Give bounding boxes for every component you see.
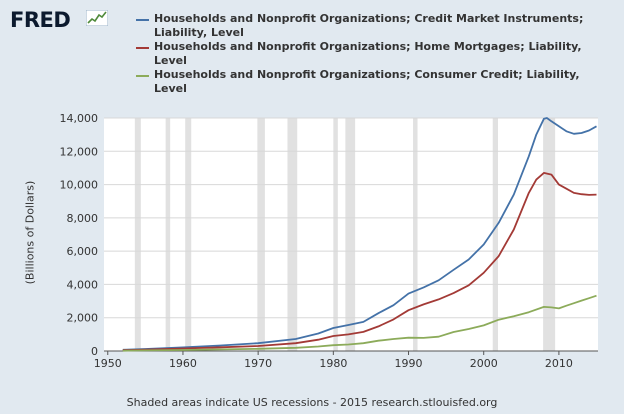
legend-item-credit-market: Households and Nonprofit Organizations; … xyxy=(136,12,606,39)
y-tick-label: 4,000 xyxy=(67,278,99,291)
series-line-consumer-credit xyxy=(122,294,597,352)
y-tick-label: 10,000 xyxy=(60,179,99,192)
recession-footnote: Shaded areas indicate US recessions - 20… xyxy=(126,396,498,409)
legend-item-consumer-credit: Households and Nonprofit Organizations; … xyxy=(136,68,606,95)
x-tick-label: 2000 xyxy=(470,357,498,370)
x-tick-label: 1960 xyxy=(169,357,197,370)
legend-label-consumer-credit: Households and Nonprofit Organizations; … xyxy=(154,68,580,95)
chart-legend: Households and Nonprofit Organizations; … xyxy=(136,12,606,96)
series-line-credit-market xyxy=(122,117,597,351)
x-tick-label: 1970 xyxy=(244,357,272,370)
fred-graph-icon xyxy=(86,10,108,26)
y-tick-label: 8,000 xyxy=(67,212,99,225)
x-tick-label: 1990 xyxy=(395,357,423,370)
recession-band xyxy=(345,118,356,351)
legend-label-credit-market: Households and Nonprofit Organizations; … xyxy=(154,12,584,39)
recession-band xyxy=(492,118,498,351)
legend-label-home-mortgages: Households and Nonprofit Organizations; … xyxy=(154,40,582,67)
recession-band xyxy=(134,118,141,351)
x-tick-label: 1980 xyxy=(319,357,347,370)
x-tick-label: 1950 xyxy=(94,357,122,370)
recession-band xyxy=(287,118,298,351)
y-tick-label: 6,000 xyxy=(67,245,99,258)
recession-band xyxy=(413,118,418,351)
recession-band xyxy=(333,118,338,351)
recession-band xyxy=(543,118,556,351)
series-line-home-mortgages xyxy=(122,171,597,352)
y-tick-label: 14,000 xyxy=(60,112,99,125)
y-tick-label: 12,000 xyxy=(60,145,99,158)
y-tick-label: 2,000 xyxy=(67,312,99,325)
fred-logo: FRED xyxy=(10,8,71,32)
x-tick-label: 2010 xyxy=(545,357,573,370)
y-tick-label: 0 xyxy=(91,345,98,358)
recession-band xyxy=(165,118,171,351)
recession-band xyxy=(257,118,265,351)
legend-swatch-consumer-credit xyxy=(136,75,149,77)
legend-swatch-home-mortgages xyxy=(136,47,149,49)
recession-band xyxy=(185,118,192,351)
legend-swatch-credit-market xyxy=(136,19,149,21)
legend-item-home-mortgages: Households and Nonprofit Organizations; … xyxy=(136,40,606,67)
